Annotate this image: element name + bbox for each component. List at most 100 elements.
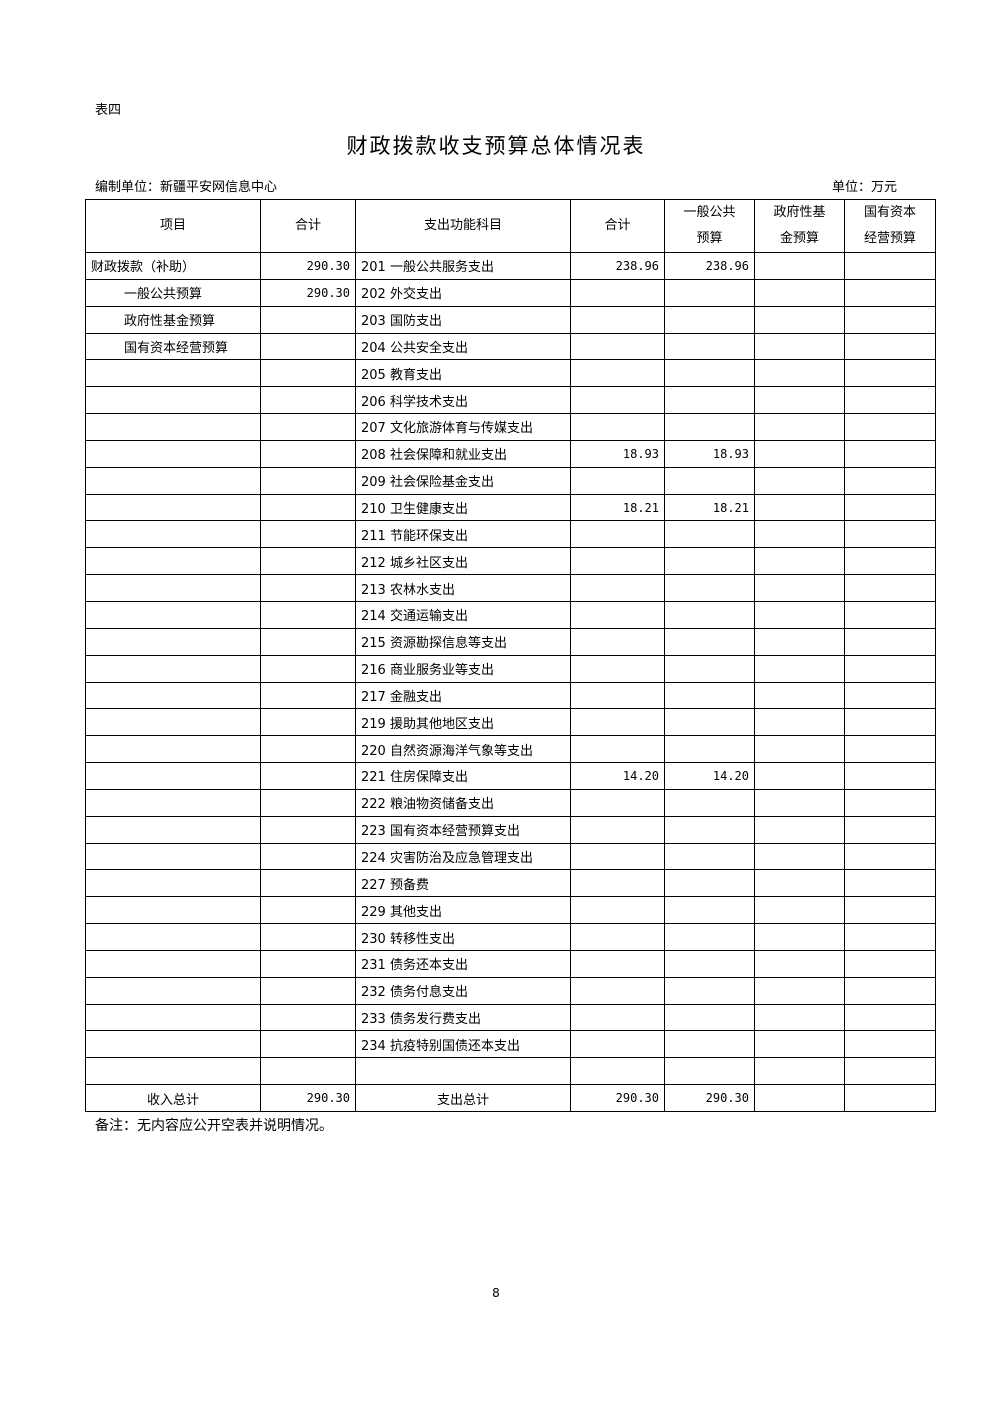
cell-function: 221 住房保障支出 [355,762,571,790]
cell-soe-budget [844,842,936,871]
cell-expense-total [570,815,665,844]
cell-income-total [260,842,356,871]
cell-income-total [260,574,356,602]
cell-gov-fund [754,681,845,710]
cell-expense-total [570,654,665,683]
cell-item [85,466,261,495]
cell-function: 227 预备费 [355,869,571,898]
cell-soe-budget [844,359,936,388]
footnote: 备注：无内容应公开空表并说明情况。 [95,1118,333,1134]
cell-general-budget: 18.93 [664,439,755,468]
cell-function: 201 一般公共服务支出 [355,252,571,280]
table-row: 217 金融支出 [85,681,936,710]
cell-function [355,1057,571,1086]
cell-soe-budget [844,600,936,629]
cell-soe-budget [844,466,936,495]
table-row: 213 农林水支出 [85,574,936,602]
cell-income-total [260,896,356,925]
cell-general-budget [664,1003,755,1032]
header-line: 国有资本 [863,205,916,220]
cell-income-total: 290.30 [260,252,356,280]
cell-item [85,413,261,441]
cell-expense-total [570,520,665,549]
cell-expense-total [570,735,665,764]
cell-expense-total [570,600,665,629]
table-row: 221 住房保障支出 14.20 14.20 [85,762,936,790]
header-item: 项目 [85,199,261,253]
cell-general-budget [664,520,755,549]
cell-income-total [260,305,356,334]
cell-soe-budget [844,252,936,280]
table-row: 232 债务付息支出 [85,976,936,1005]
cell-gov-fund [754,762,845,790]
cell-income-total [260,359,356,388]
cell-item [85,1057,261,1086]
cell-general-budget: 290.30 [664,1084,755,1112]
table-row: 212 城乡社区支出 [85,547,936,576]
cell-soe-budget [844,386,936,415]
budget-table: 项目 合计 支出功能科目 合计 一般公共 预算 政府性基 金预算 国有资本 经营预算 … [85,199,936,1112]
cell-item [85,762,261,790]
table-row: 国有资本经营预算 204 公共安全支出 [85,332,936,361]
cell-income-total [260,600,356,629]
cell-gov-fund [754,869,845,898]
cell-income-total [260,735,356,764]
cell-expense-total [570,949,665,978]
cell-function: 203 国防支出 [355,305,571,334]
cell-function: 215 资源勘探信息等支出 [355,627,571,656]
cell-item [85,735,261,764]
cell-general-budget [664,1057,755,1086]
cell-item: 收入总计 [85,1084,261,1112]
table-tag: 表四 [95,103,122,118]
cell-item [85,439,261,468]
cell-soe-budget [844,1030,936,1059]
table-row: 224 灾害防治及应急管理支出 [85,842,936,871]
cell-gov-fund [754,332,845,361]
table-row: 210 卫生健康支出 18.21 18.21 [85,493,936,522]
cell-expense-total: 14.20 [570,762,665,790]
cell-item [85,788,261,817]
cell-general-budget [664,815,755,844]
cell-general-budget [664,413,755,441]
cell-function: 208 社会保障和就业支出 [355,439,571,468]
cell-soe-budget [844,762,936,790]
cell-item [85,1030,261,1059]
cell-income-total [260,466,356,495]
table-row: 230 转移性支出 [85,923,936,951]
table-row: 231 债务还本支出 [85,949,936,978]
table-row: 政府性基金预算 203 国防支出 [85,305,936,334]
cell-item: 政府性基金预算 [85,305,261,334]
header-expense-total: 合计 [570,199,665,253]
cell-gov-fund [754,1084,845,1112]
cell-expense-total [570,708,665,737]
cell-gov-fund [754,413,845,441]
cell-income-total [260,654,356,683]
cell-expense-total: 290.30 [570,1084,665,1112]
table-row: 206 科学技术支出 [85,386,936,415]
cell-income-total [260,493,356,522]
cell-general-budget [664,574,755,602]
cell-soe-budget [844,547,936,576]
cell-soe-budget [844,493,936,522]
cell-gov-fund [754,359,845,388]
cell-item [85,493,261,522]
cell-income-total [260,976,356,1005]
page-number: 8 [492,1286,500,1300]
header-line: 一般公共 [683,205,736,220]
cell-soe-budget [844,923,936,951]
cell-item [85,896,261,925]
cell-soe-budget [844,815,936,844]
cell-function: 207 文化旅游体育与传媒支出 [355,413,571,441]
cell-general-budget [664,386,755,415]
cell-general-budget [664,681,755,710]
cell-expense-total: 238.96 [570,252,665,280]
cell-function: 217 金融支出 [355,681,571,710]
cell-expense-total [570,574,665,602]
cell-gov-fund [754,520,845,549]
cell-soe-budget [844,520,936,549]
cell-gov-fund [754,949,845,978]
header-line: 经营预算 [863,231,916,246]
cell-general-budget [664,332,755,361]
cell-item [85,654,261,683]
header-row: 项目 合计 支出功能科目 合计 一般公共 预算 政府性基 金预算 国有资本 经营预算 [85,199,936,253]
